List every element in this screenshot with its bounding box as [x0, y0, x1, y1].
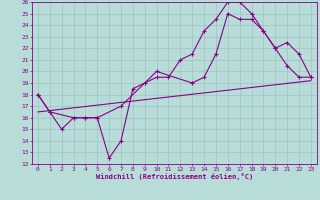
X-axis label: Windchill (Refroidissement éolien,°C): Windchill (Refroidissement éolien,°C) — [96, 173, 253, 180]
